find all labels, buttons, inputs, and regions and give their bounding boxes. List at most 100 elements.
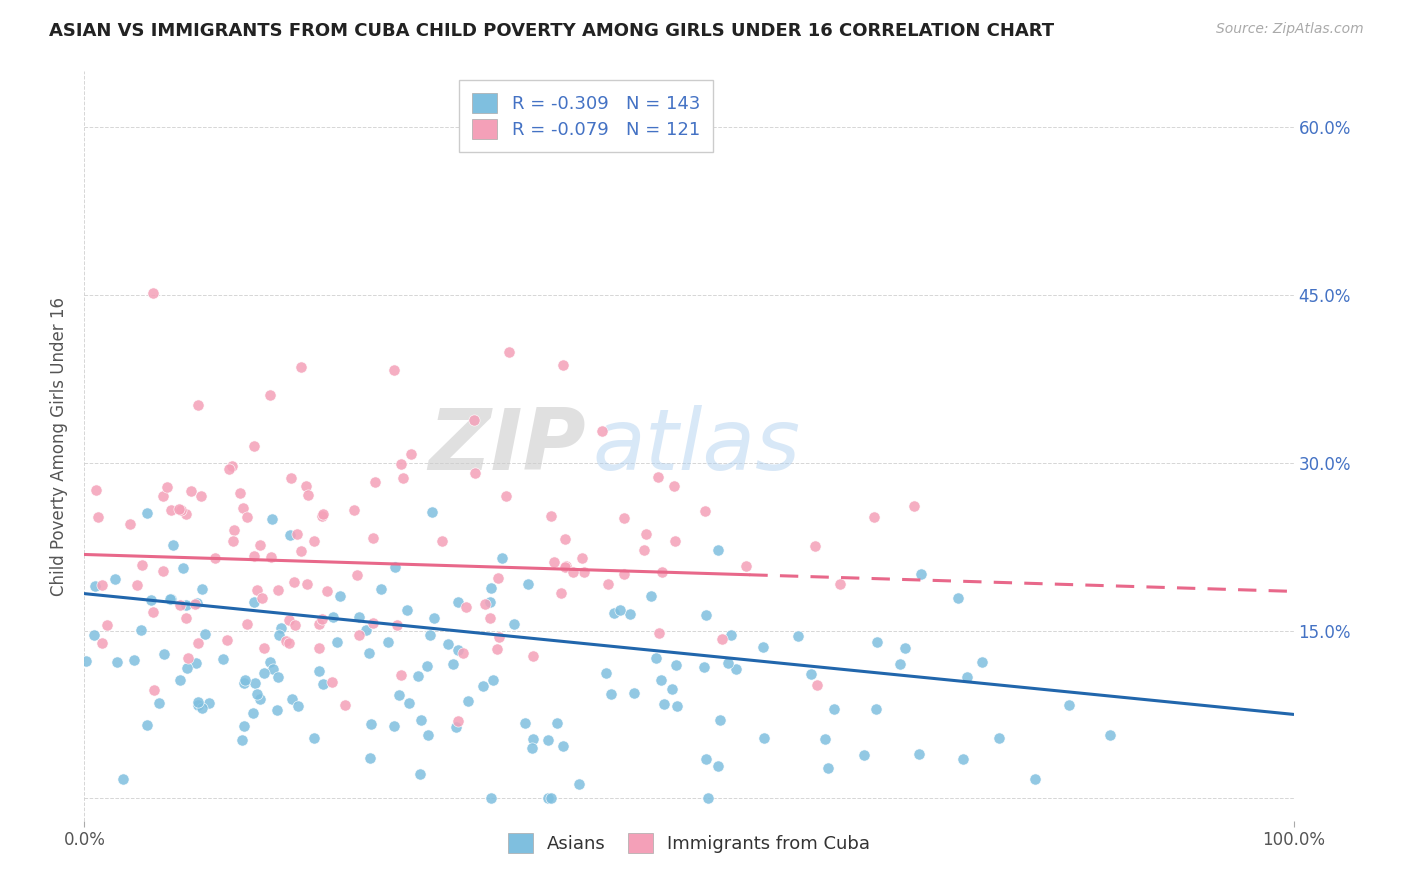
Y-axis label: Child Poverty Among Girls Under 16: Child Poverty Among Girls Under 16 [49,296,67,596]
Point [650,673,672,687]
Point [447,595,470,609]
Point [187,698,209,712]
Point [398,696,420,710]
Point [245,583,267,598]
Point [131,558,153,572]
Point [243,595,266,609]
Point [174,507,197,521]
Point [236,617,259,632]
Point [385,617,408,632]
Point [187,399,209,413]
Point [865,702,887,716]
Point [409,766,432,780]
Point [441,657,464,671]
Point [395,603,418,617]
Point [474,597,496,611]
Point [159,591,181,606]
Point [866,635,889,649]
Point [253,640,276,655]
Point [554,560,576,574]
Point [243,676,266,690]
Point [479,582,502,596]
Point [180,483,202,498]
Point [308,664,330,678]
Point [599,688,621,702]
Point [170,503,193,517]
Point [571,550,593,565]
Point [142,606,165,620]
Point [956,670,979,684]
Point [174,598,197,612]
Point [232,501,254,516]
Point [988,731,1011,746]
Point [281,691,304,706]
Point [187,695,209,709]
Point [83,628,105,642]
Point [136,506,159,520]
Point [311,612,333,626]
Point [87,510,110,524]
Point [786,629,808,643]
Point [491,551,513,566]
Point [297,488,319,502]
Point [817,761,839,775]
Point [613,566,636,581]
Point [125,578,148,592]
Point [312,677,335,691]
Point [274,633,297,648]
Point [259,655,281,669]
Point [479,791,502,805]
Point [184,657,207,671]
Point [91,578,114,592]
Point [609,603,631,617]
Point [221,534,243,549]
Point [229,486,252,500]
Point [540,791,562,805]
Point [419,628,441,642]
Point [520,740,543,755]
Point [221,458,243,473]
Point [364,475,387,489]
Point [96,618,118,632]
Point [416,659,439,673]
Point [665,699,688,714]
Point [852,747,875,762]
Point [619,607,641,622]
Point [488,630,510,644]
Point [278,636,301,650]
Point [357,646,380,660]
Point [118,517,141,532]
Point [540,509,562,524]
Point [235,510,257,524]
Point [267,670,290,684]
Point [464,467,486,481]
Point [377,635,399,649]
Point [347,609,370,624]
Point [278,527,301,541]
Point [803,539,825,553]
Point [277,613,299,627]
Point [295,576,318,591]
Point [551,739,574,753]
Point [444,720,467,734]
Point [447,643,470,657]
Point [720,628,742,642]
Point [159,592,181,607]
Point [186,596,208,610]
Point [311,508,333,523]
Point [75,654,97,668]
Point [262,662,284,676]
Point [399,447,422,461]
Point [294,479,316,493]
Point [250,591,273,606]
Point [889,657,911,672]
Point [645,650,668,665]
Point [233,676,256,690]
Point [952,752,974,766]
Point [409,713,432,727]
Point [430,534,453,549]
Point [347,628,370,642]
Point [280,471,302,485]
Point [709,713,731,727]
Point [139,593,162,607]
